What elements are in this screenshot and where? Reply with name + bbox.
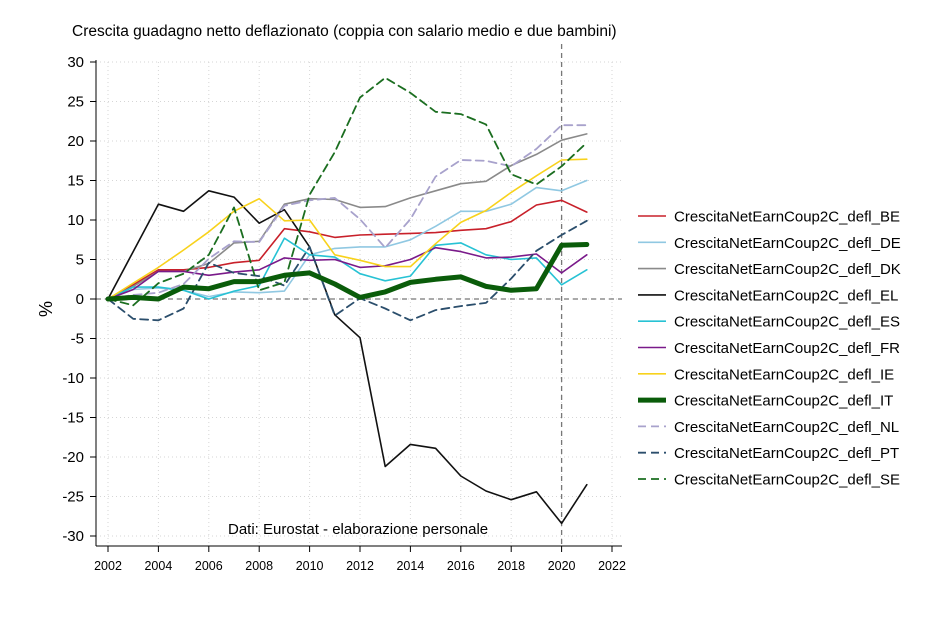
y-tick-label: -25 bbox=[62, 489, 84, 506]
series-line-es bbox=[107, 237, 588, 300]
y-tick-label: -10 bbox=[62, 370, 84, 387]
legend-label-it: CrescitaNetEarnCoup2C_defl_IT bbox=[674, 393, 893, 410]
series-line-se bbox=[107, 76, 588, 307]
legend-label-es: CrescitaNetEarnCoup2C_defl_ES bbox=[674, 314, 900, 331]
x-tick-label: 2012 bbox=[346, 559, 374, 573]
x-tick-label: 2002 bbox=[94, 559, 122, 573]
chart-title: Crescita guadagno netto deflazionato (co… bbox=[72, 23, 617, 40]
y-tick-label: 30 bbox=[67, 54, 84, 71]
x-tick-label: 2004 bbox=[144, 559, 172, 573]
series-line-pt bbox=[107, 219, 588, 322]
y-tick-label: -15 bbox=[62, 410, 84, 427]
legend-label-dk: CrescitaNetEarnCoup2C_defl_DK bbox=[674, 261, 901, 278]
x-tick-label: 2020 bbox=[548, 559, 576, 573]
series-line-nl bbox=[107, 124, 588, 300]
legend-label-pt: CrescitaNetEarnCoup2C_defl_PT bbox=[674, 445, 899, 462]
y-tick-label: 20 bbox=[67, 133, 84, 150]
x-tick-label: 2014 bbox=[396, 559, 424, 573]
series-group bbox=[105, 76, 590, 525]
grid bbox=[96, 61, 622, 546]
legend-label-be: CrescitaNetEarnCoup2C_defl_BE bbox=[674, 209, 900, 226]
x-tick-label: 2016 bbox=[447, 559, 475, 573]
y-tick-label: 25 bbox=[67, 94, 84, 111]
y-tick-label: 15 bbox=[67, 173, 84, 190]
series-line-de bbox=[107, 179, 588, 300]
series-line-it bbox=[105, 242, 590, 302]
series-line-be bbox=[107, 199, 588, 300]
legend-label-ie: CrescitaNetEarnCoup2C_defl_IE bbox=[674, 366, 894, 383]
legend-label-de: CrescitaNetEarnCoup2C_defl_DE bbox=[674, 235, 901, 252]
y-tick-label: -20 bbox=[62, 449, 84, 466]
x-tick-label: 2006 bbox=[195, 559, 223, 573]
x-tick-label: 2010 bbox=[296, 559, 324, 573]
legend-label-nl: CrescitaNetEarnCoup2C_defl_NL bbox=[674, 419, 899, 436]
x-tick-label: 2022 bbox=[598, 559, 626, 573]
legend-label-se: CrescitaNetEarnCoup2C_defl_SE bbox=[674, 472, 900, 489]
source-annotation: Dati: Eurostat - elaborazione personale bbox=[228, 521, 488, 538]
y-tick-label: 0 bbox=[76, 291, 84, 308]
series-line-fr bbox=[107, 246, 588, 300]
y-tick-label: 5 bbox=[76, 252, 84, 269]
y-tick-label: 10 bbox=[67, 212, 84, 229]
series-line-ie bbox=[107, 158, 588, 300]
axes: 30 25 20 15 10 5 0 -5 -10 -15 -20 -25 -30 2002 2004 200… bbox=[62, 54, 626, 573]
legend: CrescitaNetEarnCoup2C_defl_BE CrescitaNet… bbox=[638, 209, 901, 489]
legend-label-el: CrescitaNetEarnCoup2C_defl_EL bbox=[674, 287, 898, 304]
series-line-el bbox=[107, 190, 588, 525]
y-axis-label: % bbox=[36, 301, 56, 317]
x-tick-label: 2008 bbox=[245, 559, 273, 573]
y-tick-label: -5 bbox=[71, 331, 84, 348]
legend-label-fr: CrescitaNetEarnCoup2C_defl_FR bbox=[674, 340, 900, 357]
y-tick-label: -30 bbox=[62, 528, 84, 545]
x-tick-label: 2018 bbox=[497, 559, 525, 573]
